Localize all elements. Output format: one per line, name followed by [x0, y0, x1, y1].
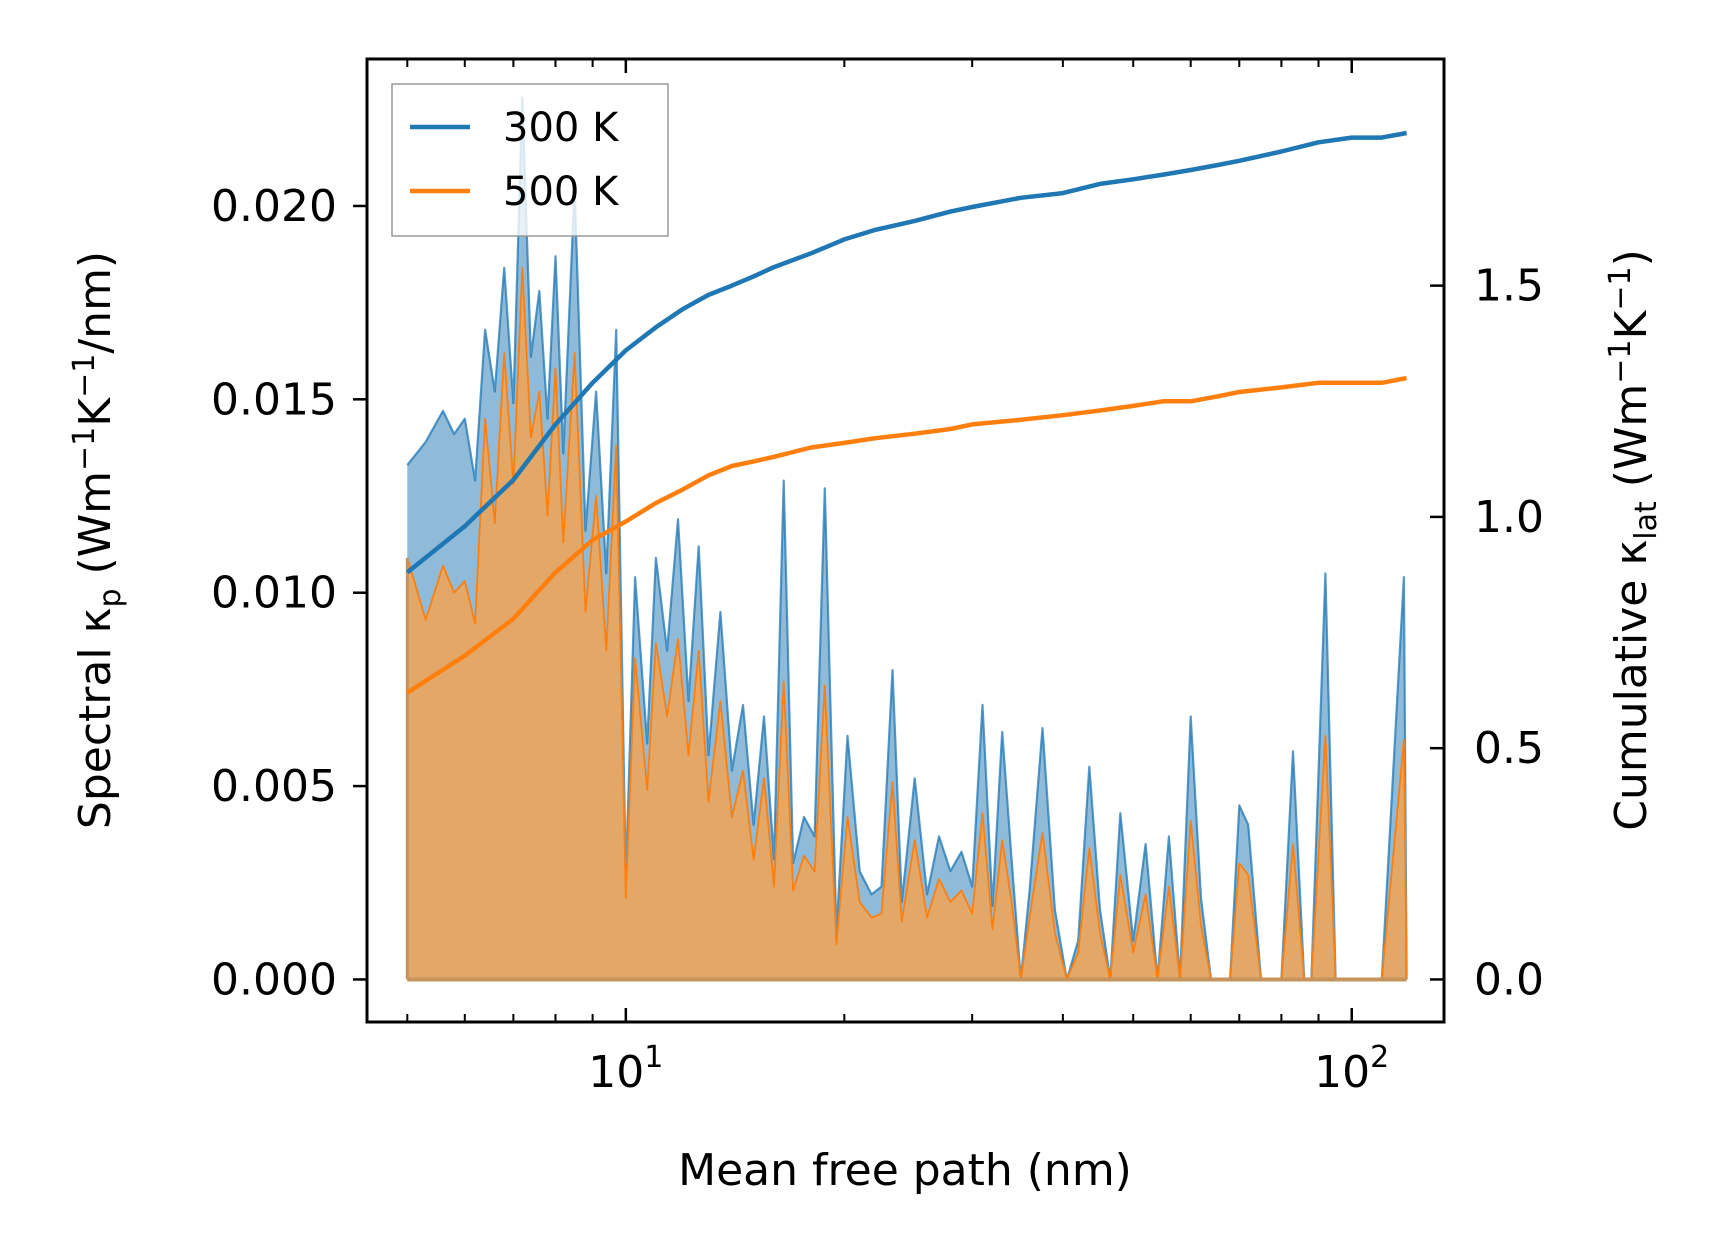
- y2-tick-label: 1.0: [1474, 492, 1544, 543]
- x-tick-label-base: 10: [1314, 1047, 1370, 1098]
- y-tick-label: 0.020: [211, 181, 337, 232]
- cumulative-line-500k: [406, 375, 1408, 695]
- spectral-fill-500k: [407, 267, 1407, 980]
- y2-axis-label-sup1: −1: [1603, 339, 1638, 383]
- legend: 300 K 500 K: [391, 83, 669, 237]
- y-tick-label: 0.000: [211, 954, 337, 1005]
- y-axis-label-sup2: −1: [67, 354, 102, 398]
- y-tick-label: 0.005: [211, 761, 337, 812]
- y2-axis-label-post1: (Wm: [1606, 384, 1657, 502]
- x-tick-label: 102: [1314, 1040, 1389, 1098]
- y-axis-label-sup1: −1: [67, 427, 102, 471]
- y-axis-label: Spectral κp (Wm−1K−1/nm): [67, 251, 128, 829]
- x-tick-label-exp: 1: [644, 1040, 663, 1075]
- x-tick-label: 101: [588, 1040, 663, 1098]
- y2-axis-label-post2: K: [1606, 309, 1657, 339]
- y2-axis-label-sup2: −1: [1603, 266, 1638, 310]
- cumulative-line-300k: [405, 130, 1408, 575]
- spectral-fills: [407, 97, 1407, 980]
- y-axis-label-post2: K: [70, 397, 121, 427]
- x-tick-label-base: 10: [588, 1047, 644, 1098]
- y-axis-label-post1: (Wm: [70, 471, 121, 589]
- plot-frame: [365, 57, 1446, 1024]
- y2-tick-label: 0.0: [1474, 954, 1544, 1005]
- data-lines: [405, 96, 1408, 982]
- y-tick-label: 0.015: [211, 374, 337, 425]
- y2-axis-label-sub: lat: [1629, 501, 1664, 540]
- y2-axis-label: Cumulative κlat (Wm−1K−1): [1603, 249, 1664, 831]
- y2-axis-label-post3: ): [1606, 249, 1657, 266]
- legend-box: [391, 83, 669, 237]
- y-tick-label: 0.010: [211, 568, 337, 619]
- x-tick-label-exp: 2: [1370, 1040, 1389, 1075]
- y2-tick-label: 1.5: [1474, 261, 1544, 312]
- y-axis-label-post3: /nm): [70, 251, 121, 354]
- axis-ticks: 0.0000.0050.0100.0150.0200.00.51.01.5101…: [211, 59, 1544, 1098]
- y2-axis-label-pre: Cumulative κ: [1606, 540, 1657, 831]
- legend-label-500k: 500 K: [503, 169, 620, 215]
- y-axis-label-pre: Spectral κ: [70, 608, 121, 830]
- legend-label-300k: 300 K: [503, 105, 620, 151]
- y-axis-label-sub: p: [93, 588, 128, 607]
- y2-tick-label: 0.5: [1474, 723, 1544, 774]
- x-axis-label: Mean free path (nm): [678, 1145, 1132, 1196]
